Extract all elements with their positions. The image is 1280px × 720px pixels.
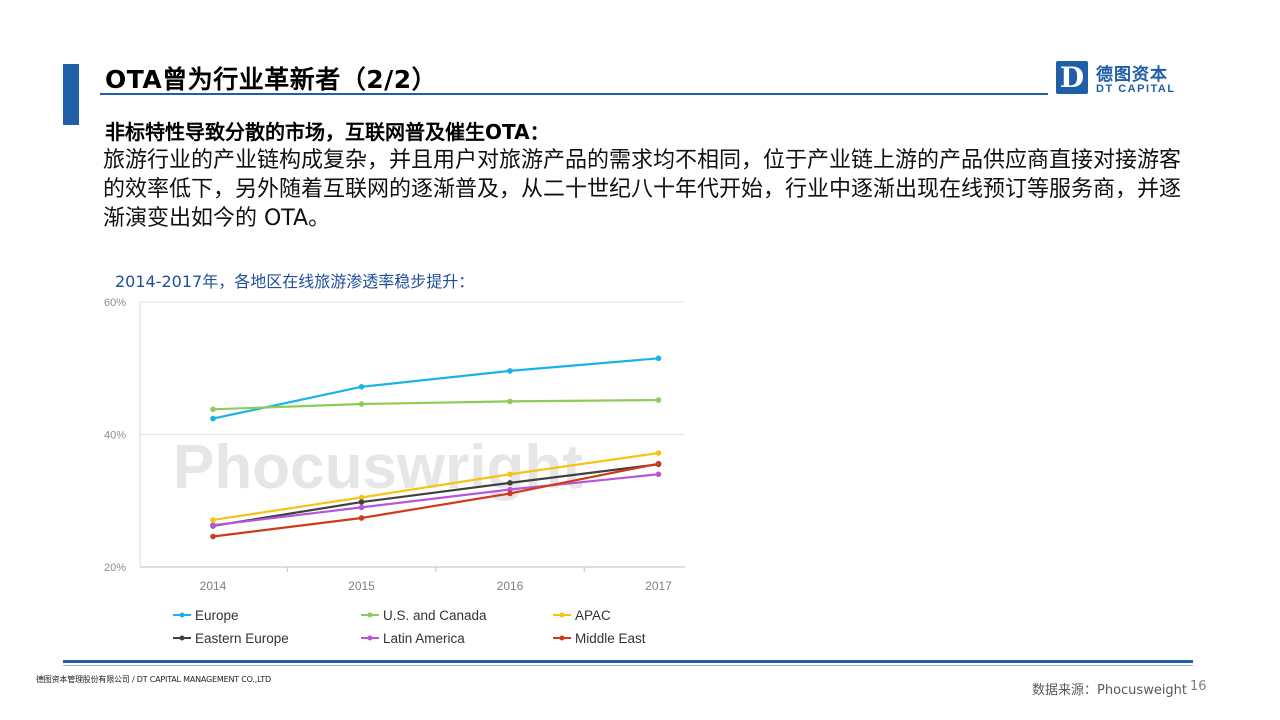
data-point bbox=[655, 460, 662, 467]
data-point bbox=[358, 504, 365, 511]
series-line bbox=[212, 451, 659, 522]
data-point bbox=[655, 355, 662, 362]
body-paragraph: 旅游行业的产业链构成复杂，并且用户对旅游产品的需求均不相同，位于产业链上游的产品… bbox=[103, 148, 1182, 231]
legend-item: Eastern Europe bbox=[173, 631, 289, 646]
legend-label: U.S. and Canada bbox=[383, 608, 487, 623]
chart-caption: 2014-2017年，各地区在线旅游渗透率稳步提升： bbox=[115, 272, 475, 291]
footer-rule-thin bbox=[63, 665, 1193, 666]
data-point bbox=[507, 368, 513, 374]
legend-label: APAC bbox=[575, 608, 611, 623]
data-point bbox=[210, 415, 216, 422]
chart-axes: 20% 40% 60% 2014 2015 2016 2017 bbox=[104, 297, 672, 593]
data-point bbox=[358, 515, 365, 521]
title-accent-bar bbox=[63, 64, 79, 125]
legend-marker bbox=[179, 612, 185, 618]
series-line bbox=[212, 357, 659, 420]
data-point bbox=[655, 397, 662, 403]
x-tick-label: 2017 bbox=[645, 579, 672, 593]
x-tick-label: 2016 bbox=[497, 579, 524, 593]
x-tick-label: 2015 bbox=[348, 579, 375, 593]
legend-item: Europe bbox=[173, 608, 239, 623]
data-point bbox=[358, 499, 365, 505]
data-point bbox=[655, 471, 662, 478]
page-number: 16 bbox=[1190, 679, 1207, 694]
data-point bbox=[507, 471, 513, 478]
data-point bbox=[210, 406, 216, 413]
legend-item: Middle East bbox=[553, 631, 646, 646]
footer-company: 德图资本管理股份有限公司 / DT CAPITAL MANAGEMENT CO.… bbox=[36, 675, 271, 684]
logo-mark-icon: D bbox=[1056, 61, 1088, 94]
legend-item: Latin America bbox=[361, 631, 465, 646]
data-point bbox=[210, 522, 216, 529]
series-line bbox=[212, 462, 659, 538]
y-tick-label: 60% bbox=[104, 297, 126, 309]
data-point bbox=[507, 490, 513, 497]
section-subheading: 非标特性导致分散的市场，互联网普及催生OTA： bbox=[105, 120, 550, 144]
logo-chinese-name: 德图资本 bbox=[1096, 65, 1168, 85]
chart-series bbox=[210, 355, 662, 540]
title-underline bbox=[100, 93, 1048, 95]
legend-marker bbox=[559, 612, 565, 618]
chart-watermark: Phocuswright bbox=[173, 433, 583, 502]
dt-capital-logo: D 德图资本 DT CAPITAL bbox=[1056, 61, 1186, 97]
legend-marker bbox=[367, 635, 373, 641]
data-point bbox=[655, 450, 662, 456]
chart-grid bbox=[140, 301, 685, 568]
legend-label: Europe bbox=[195, 608, 239, 623]
chart-legend: Europe U.S. and Canada APAC Eastern Europe L… bbox=[173, 608, 646, 646]
data-point bbox=[507, 398, 513, 405]
series-line bbox=[212, 398, 659, 411]
data-point bbox=[358, 494, 365, 501]
data-point bbox=[358, 401, 365, 407]
data-point bbox=[210, 517, 216, 523]
legend-label: Middle East bbox=[575, 631, 646, 646]
slide-title: OTA曾为行业革新者（2/2） bbox=[105, 65, 438, 94]
legend-marker bbox=[179, 635, 185, 641]
legend-label: Latin America bbox=[383, 631, 465, 646]
x-tick-label: 2014 bbox=[200, 579, 227, 593]
y-tick-label: 40% bbox=[104, 430, 126, 442]
footer-rule bbox=[63, 660, 1193, 663]
legend-item: U.S. and Canada bbox=[361, 608, 487, 623]
legend-marker bbox=[367, 612, 373, 618]
data-point bbox=[507, 486, 513, 493]
y-tick-label: 20% bbox=[104, 562, 126, 574]
data-point bbox=[210, 533, 216, 540]
data-point bbox=[507, 480, 513, 486]
logo-english-name: DT CAPITAL bbox=[1096, 83, 1176, 95]
series-line bbox=[212, 473, 659, 527]
legend-marker bbox=[559, 635, 565, 641]
series-line bbox=[212, 463, 659, 528]
footer-source: 数据来源：Phocusweight bbox=[1032, 683, 1188, 698]
data-point bbox=[358, 384, 365, 390]
legend-label: Eastern Europe bbox=[195, 631, 289, 646]
line-chart: Phocuswright 20% 40% 60% 2014 2015 2016 2017 E… bbox=[104, 297, 685, 646]
legend-item: APAC bbox=[553, 608, 611, 623]
